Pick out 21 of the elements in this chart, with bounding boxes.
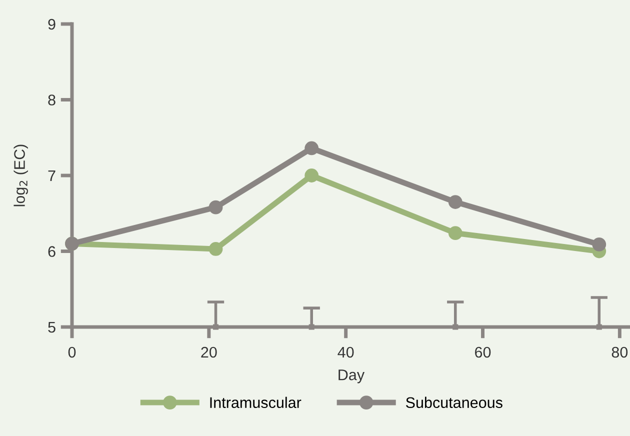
- point: [304, 168, 319, 182]
- x-tick-label: 0: [68, 346, 76, 358]
- x-tick-label: 20: [201, 346, 217, 358]
- y-tick-label: 5: [48, 322, 56, 333]
- x-tick-label: 60: [475, 346, 491, 358]
- y-tick-label: 8: [48, 94, 56, 106]
- point: [208, 242, 223, 256]
- point: [208, 200, 223, 214]
- x-tick-label: 80: [612, 346, 628, 358]
- point: [448, 195, 462, 209]
- y-tick-label: 9: [48, 18, 56, 30]
- legend-label: Subcutaneous: [406, 396, 502, 408]
- x-tick-label: 40: [338, 346, 354, 358]
- point: [448, 226, 462, 240]
- y-axis-title: log$_{2}$ (EC): [14, 144, 28, 206]
- x-axis-title: Day: [338, 370, 365, 384]
- point: [592, 237, 606, 252]
- y-tick-label: 7: [48, 170, 56, 182]
- legend-label: Intramuscular: [210, 396, 302, 408]
- y-tick-label: 6: [48, 246, 56, 257]
- point: [304, 141, 319, 156]
